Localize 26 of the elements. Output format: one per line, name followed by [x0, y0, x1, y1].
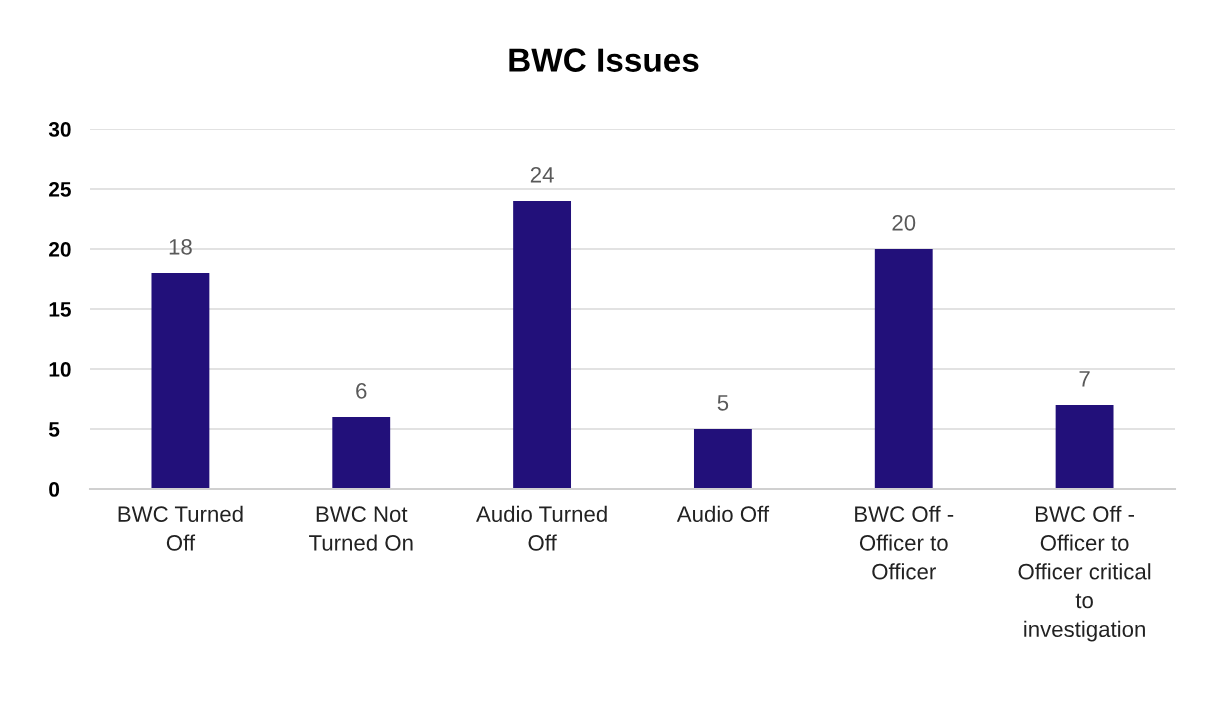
y-tick-label: 15 — [49, 302, 71, 317]
y-tick-label: 0 — [49, 482, 60, 497]
x-tick-label: Audio Off — [676, 505, 770, 522]
bar — [1055, 405, 1114, 489]
x-tick-label: BWC Turned Off — [118, 505, 243, 551]
data-label: 18 — [169, 238, 192, 255]
bar — [513, 201, 572, 489]
data-label: 5 — [717, 395, 729, 411]
data-label: 6 — [356, 382, 367, 399]
x-tick-label: BWC Off - Officer to Officer critical to investigation — [1018, 505, 1151, 642]
x-tick-label: Audio Turned Off — [476, 505, 607, 551]
bar — [332, 417, 391, 489]
bar — [693, 429, 752, 489]
chart-title: BWC Issues — [509, 48, 699, 72]
data-label: 20 — [892, 214, 916, 231]
bar — [874, 249, 933, 489]
y-tick-label: 25 — [49, 182, 71, 197]
x-tick-label: BWC Off - Officer to Officer — [855, 505, 954, 580]
y-tick-label: 10 — [49, 362, 71, 377]
data-label: 7 — [1079, 371, 1090, 387]
bar — [151, 273, 210, 489]
data-label: 24 — [530, 166, 554, 183]
y-tick-label: 5 — [48, 422, 60, 437]
y-tick-label: 20 — [49, 242, 71, 257]
x-tick-label: BWC Not Turned On — [309, 506, 413, 551]
y-tick-label: 30 — [48, 122, 71, 137]
